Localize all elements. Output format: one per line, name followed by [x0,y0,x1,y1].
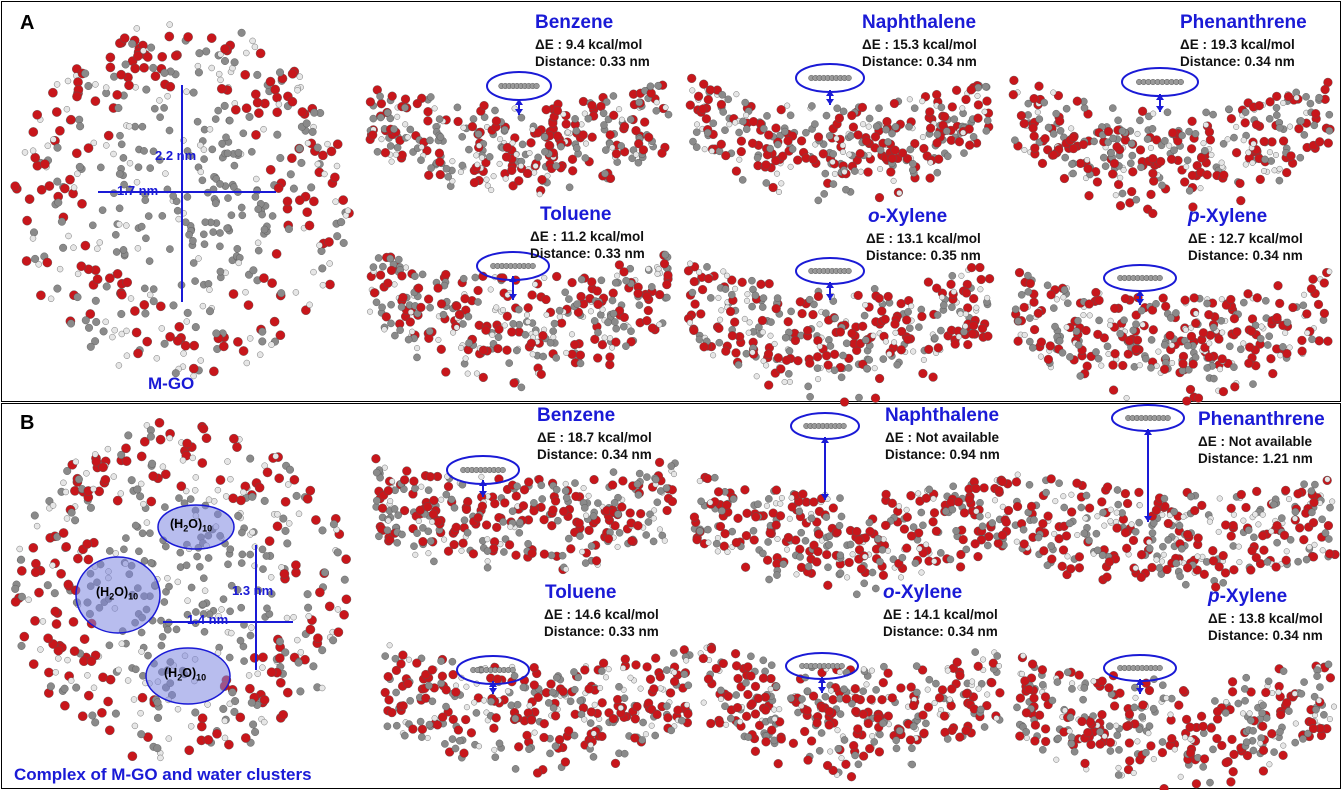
b-benzene-scene [371,454,679,575]
a-o-xylene-scene [683,257,995,407]
water-cluster-label-2: (H2O)10 [96,585,139,602]
complex-top-view [10,417,352,762]
a-naphthalene-scene [685,63,994,205]
a-toluene-scene [366,250,673,392]
panel-a-label: A [20,12,35,34]
complex-caption: Complex of M-GO and water clusters [14,765,312,784]
b-benzene-info: ΔE : 18.7 kcal/mol Distance: 0.34 nm [537,430,652,462]
water-cluster-1 [157,504,235,550]
b-naphthalene-info: ΔE : Not available Distance: 0.94 nm [885,430,1000,462]
b-phenanthrene-scene [1011,404,1340,592]
a-p-xylene-info: ΔE : 12.7 kcal/mol Distance: 0.34 nm [1188,231,1303,263]
a-p-xylene-scene [1011,264,1333,406]
b-phenanthrene-info: ΔE : Not available Distance: 1.21 nm [1198,434,1313,466]
a-phenanthrene-info: ΔE : 19.3 kcal/mol Distance: 0.34 nm [1180,37,1295,69]
water-cluster-label-3: (H2O)10 [164,666,207,683]
b-naphthalene-title: Naphthalene [885,405,1000,426]
a-o-xylene-info: ΔE : 13.1 kcal/mol Distance: 0.35 nm [866,231,981,263]
a-naphthalene-title: Naphthalene [862,12,977,33]
a-phenanthrene-title: Phenanthrene [1180,12,1307,33]
a-benzene-title: Benzene [535,12,614,33]
panel-a [1,1,1341,402]
complex-vertical-measure: 1.3 nm [232,583,274,598]
b-o-xylene-title: o-Xylene [883,582,963,603]
a-benzene-scene [365,71,673,198]
a-phenanthrene-scene [1008,67,1335,219]
b-p-xylene-title: p-Xylene [1208,586,1288,607]
b-toluene-title: Toluene [545,582,617,603]
mgo-vertical-measure: 2.2 nm [155,148,197,163]
b-naphthalene-scene [689,412,1014,599]
mgo-top-view [10,21,354,380]
a-benzene-info: ΔE : 9.4 kcal/mol Distance: 0.33 nm [535,37,650,69]
water-cluster-label-1: (H2O)10 [170,517,213,534]
b-o-xylene-info: ΔE : 14.1 kcal/mol Distance: 0.34 nm [883,607,998,639]
b-toluene-info: ΔE : 14.6 kcal/mol Distance: 0.33 nm [544,607,659,639]
b-phenanthrene-title: Phenanthrene [1198,409,1325,430]
b-o-xylene-scene [697,642,1005,782]
water-cluster-3 [145,647,231,705]
mgo-caption: M-GO [148,374,195,393]
complex-horizontal-measure: 1.4 nm [187,612,229,627]
a-p-xylene-title: p-Xylene [1188,206,1268,227]
b-toluene-scene [380,642,694,778]
a-o-xylene-title: o-Xylene [868,206,948,227]
water-cluster-2 [75,556,161,634]
b-benzene-title: Benzene [537,405,616,426]
panel-b-label: B [20,412,35,434]
b-p-xylene-scene [1013,652,1337,790]
b-p-xylene-info: ΔE : 13.8 kcal/mol Distance: 0.34 nm [1208,611,1323,643]
a-toluene-title: Toluene [540,204,612,225]
mgo-horizontal-measure: 1.7 nm [117,183,159,198]
panel-b [1,403,1341,789]
a-naphthalene-info: ΔE : 15.3 kcal/mol Distance: 0.34 nm [862,37,977,69]
a-toluene-info: ΔE : 11.2 kcal/mol Distance: 0.33 nm [530,229,645,261]
